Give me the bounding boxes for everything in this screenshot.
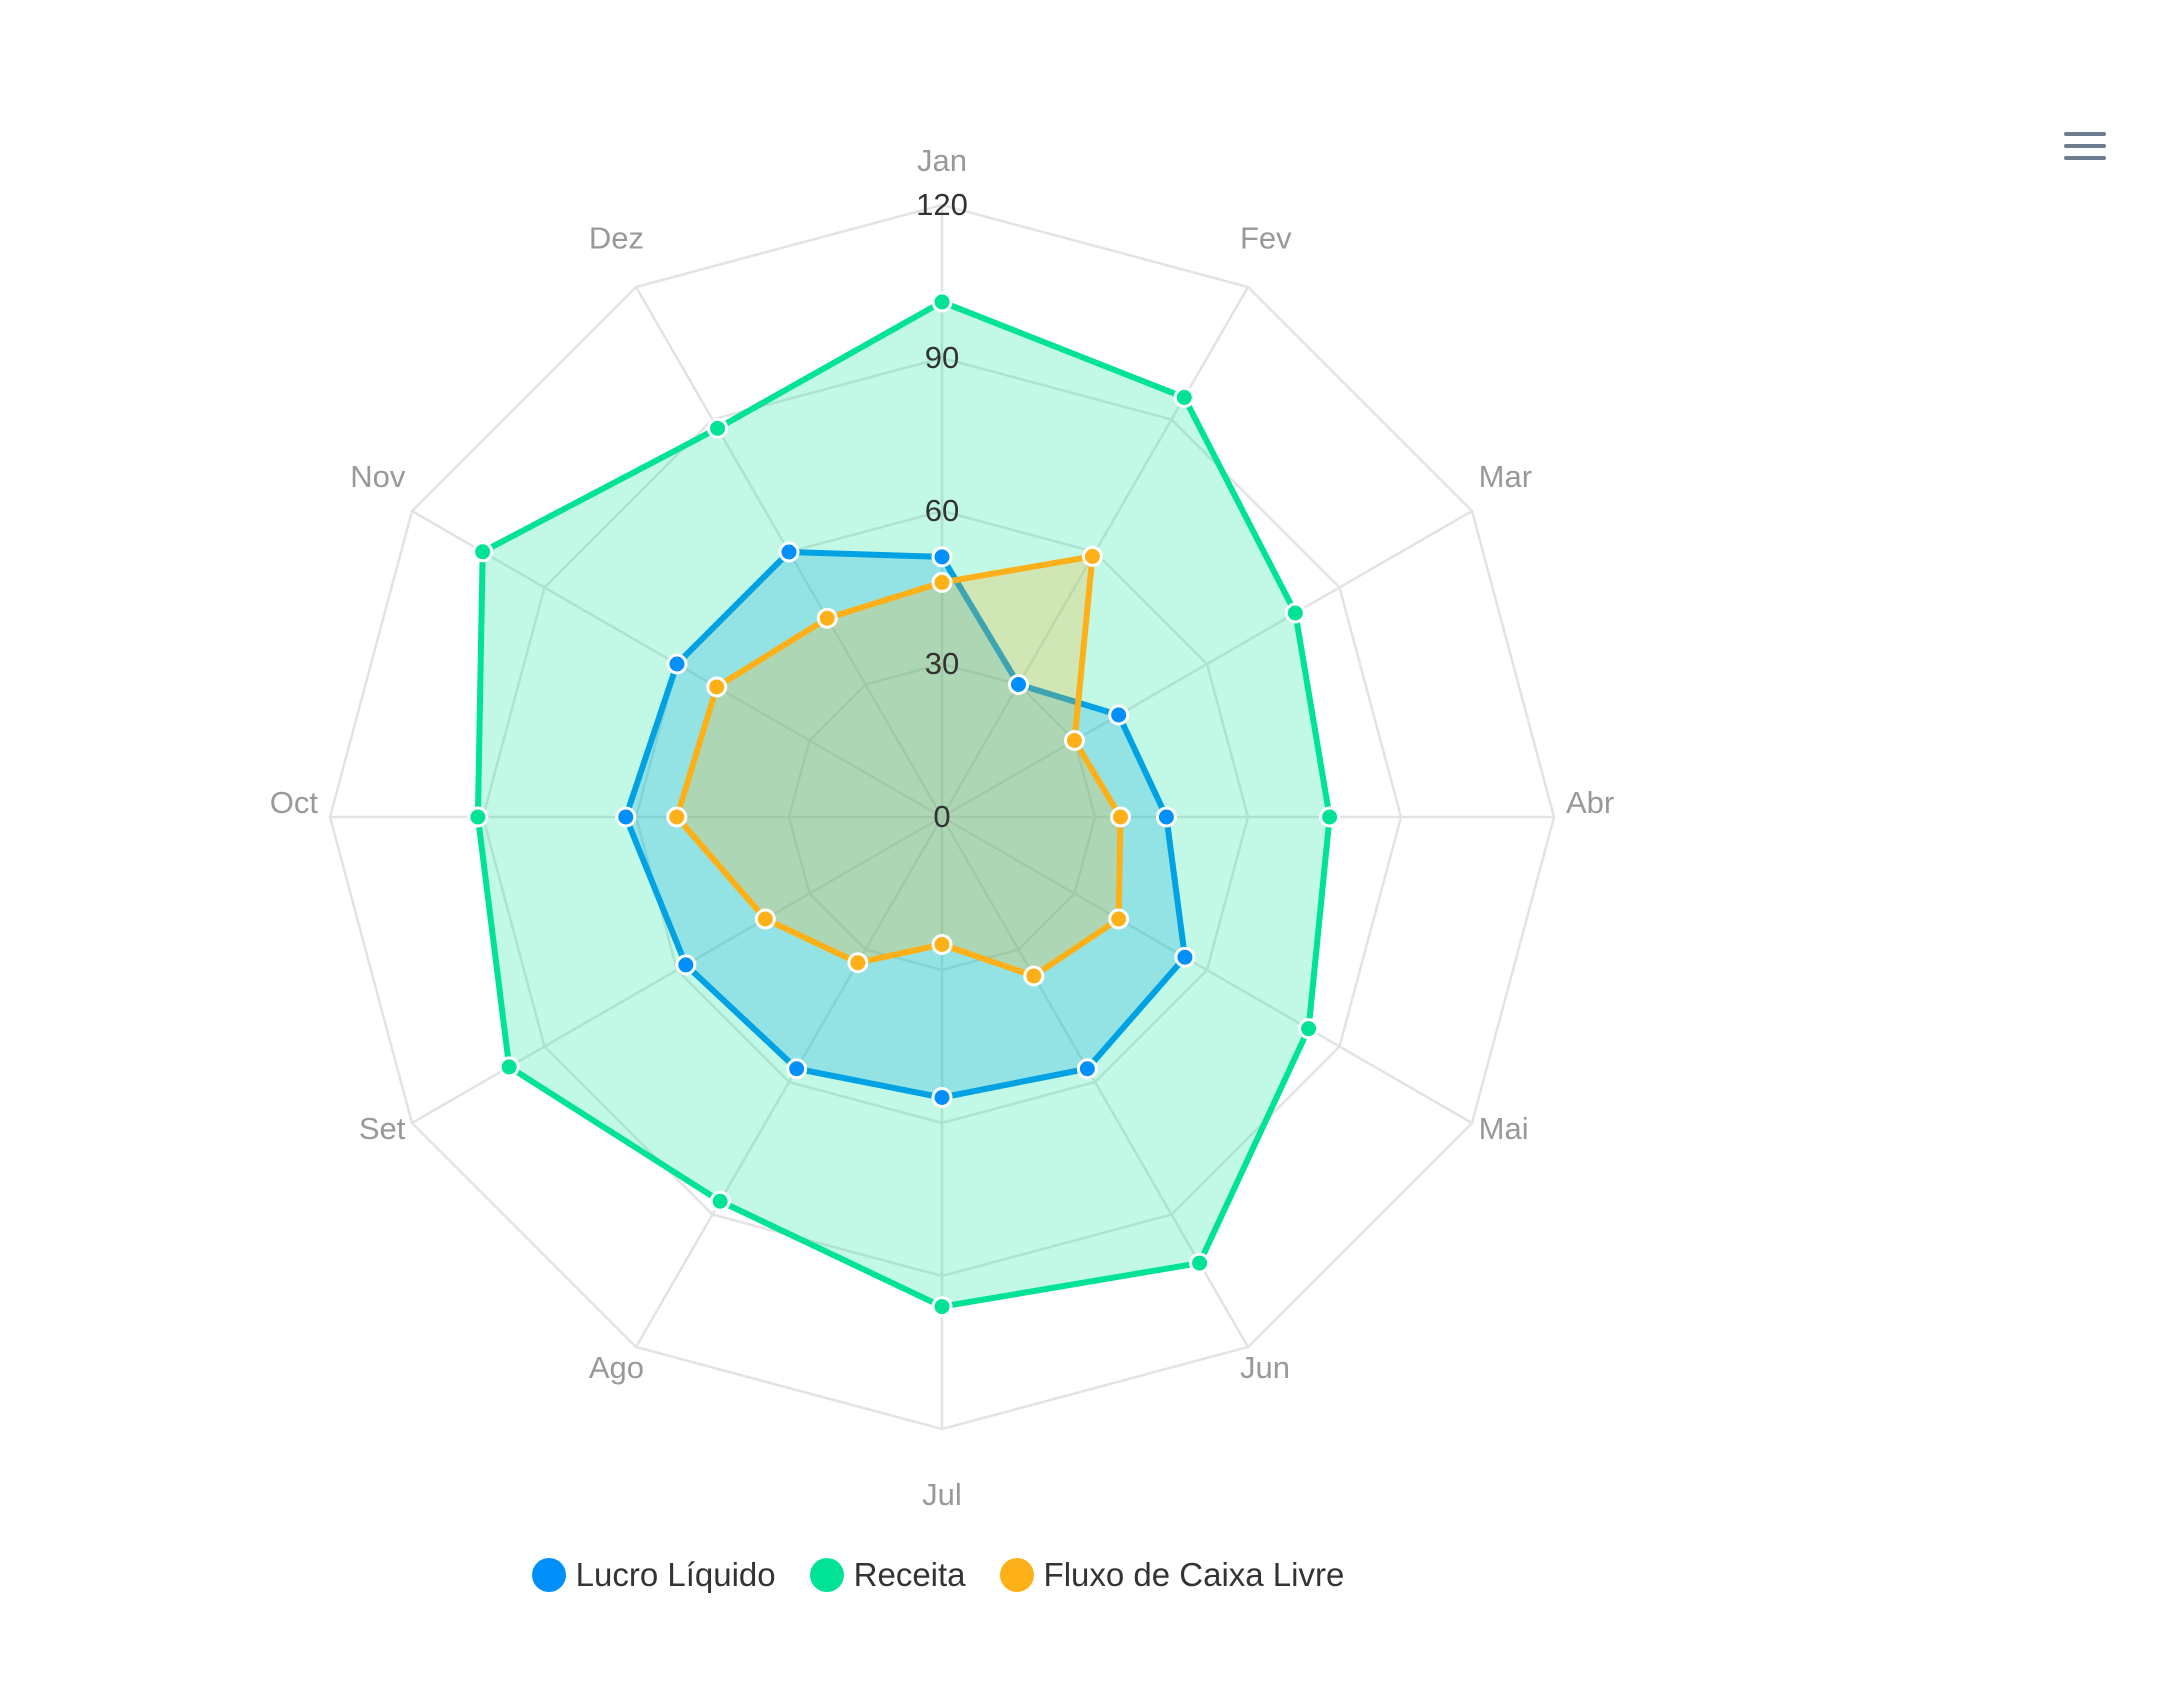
data-point	[615, 806, 637, 828]
category-label: Ago	[589, 1350, 644, 1385]
category-label: Dez	[589, 221, 644, 256]
data-point	[931, 546, 953, 568]
radar-labels: Jan Fev Mar Abr Mai Jun Jul Ago Set Oct Nov Dez 0 30 6…	[270, 143, 1614, 1512]
data-point	[1155, 806, 1177, 828]
data-point	[472, 541, 494, 563]
radar-grid-spoke	[941, 815, 1473, 1125]
data-point	[675, 954, 697, 976]
legend-item-fluxo-de-caixa-livre[interactable]: Fluxo de Caixa Livre	[999, 1556, 1345, 1594]
data-point	[754, 908, 776, 930]
category-label: Oct	[270, 785, 319, 820]
legend-item-receita[interactable]: Receita	[809, 1556, 966, 1594]
radial-tick-label: 30	[925, 646, 959, 681]
category-label: Jan	[917, 143, 967, 178]
legend-marker	[531, 1558, 566, 1592]
radial-tick-label: 90	[925, 340, 959, 375]
data-point	[1108, 704, 1130, 726]
radial-tick-label: 60	[925, 493, 959, 528]
category-label: Mar	[1479, 459, 1532, 494]
radar-markers	[467, 291, 1341, 1318]
data-point	[1081, 545, 1103, 567]
category-label: Jul	[922, 1477, 962, 1512]
data-point	[709, 1190, 731, 1212]
data-point	[498, 1056, 520, 1078]
legend-marker	[809, 1558, 844, 1592]
data-point	[1064, 730, 1086, 751]
data-point	[778, 541, 800, 563]
data-point	[666, 653, 688, 675]
data-point	[931, 1296, 953, 1318]
radial-tick-label: 120	[916, 187, 968, 222]
data-point	[1298, 1018, 1320, 1040]
data-point	[931, 934, 953, 955]
radial-tick-label: 0	[933, 799, 950, 834]
category-label: Abr	[1566, 785, 1614, 820]
category-label: Nov	[350, 459, 406, 494]
data-point	[1108, 908, 1130, 930]
data-point	[1173, 386, 1195, 408]
legend-item-lucro-liquido[interactable]: Lucro Líquido	[531, 1556, 776, 1594]
chart-menu-button[interactable]	[2058, 124, 2112, 170]
data-point	[931, 291, 953, 313]
category-label: Mai	[1479, 1111, 1529, 1146]
data-point	[1008, 673, 1029, 695]
data-point	[847, 952, 869, 974]
legend-label: Fluxo de Caixa Livre	[1043, 1556, 1345, 1593]
category-label: Set	[359, 1111, 406, 1146]
data-point	[1110, 806, 1131, 828]
legend-marker	[999, 1558, 1034, 1592]
radar-series	[474, 298, 1333, 1310]
data-point	[1076, 1058, 1098, 1080]
data-point	[666, 806, 688, 828]
data-point	[1174, 946, 1196, 968]
category-label: Fev	[1240, 221, 1292, 256]
data-point	[931, 571, 953, 593]
data-point	[1319, 806, 1341, 828]
legend-label: Receita	[853, 1556, 966, 1593]
radar-grid-spoke	[634, 816, 944, 1348]
chart-legend: Lucro Líquido Receita Fluxo de Caixa Liv…	[0, 1556, 1876, 1594]
legend-label: Lucro Líquido	[575, 1556, 776, 1593]
data-point	[707, 417, 729, 439]
data-point	[816, 607, 838, 629]
data-point	[786, 1058, 808, 1080]
data-point	[931, 1087, 953, 1108]
data-point	[1284, 602, 1306, 624]
category-label: Jun	[1240, 1350, 1290, 1385]
data-point	[1189, 1252, 1211, 1274]
data-point	[1023, 965, 1045, 987]
data-point	[467, 806, 489, 828]
data-point	[706, 676, 728, 698]
radar-grid-spoke	[941, 509, 1473, 819]
